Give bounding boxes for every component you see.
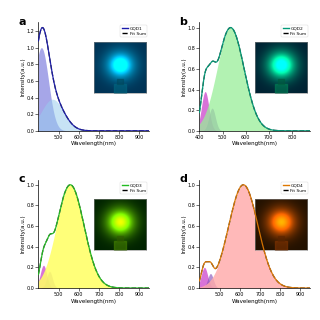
Y-axis label: Intensity(a.u.): Intensity(a.u.) [20,214,25,253]
Text: d: d [180,174,187,184]
Text: b: b [180,17,187,27]
Y-axis label: Intensity(a.u.): Intensity(a.u.) [181,57,186,96]
Y-axis label: Intensity(a.u.): Intensity(a.u.) [181,214,186,253]
X-axis label: Wavelength(nm): Wavelength(nm) [232,299,278,304]
Y-axis label: Intensity(a.u.): Intensity(a.u.) [20,57,25,96]
Legend: GQD1, Fit Sum: GQD1, Fit Sum [120,25,147,37]
X-axis label: Wavelength(nm): Wavelength(nm) [232,141,278,146]
X-axis label: Wavelength(nm): Wavelength(nm) [71,299,117,304]
Legend: GQD4, Fit Sum: GQD4, Fit Sum [281,182,308,194]
Legend: GQD2, Fit Sum: GQD2, Fit Sum [281,25,308,37]
Text: c: c [19,174,25,184]
X-axis label: Wavelength(nm): Wavelength(nm) [71,141,117,146]
Legend: GQD3, Fit Sum: GQD3, Fit Sum [120,182,147,194]
Text: a: a [19,17,26,27]
